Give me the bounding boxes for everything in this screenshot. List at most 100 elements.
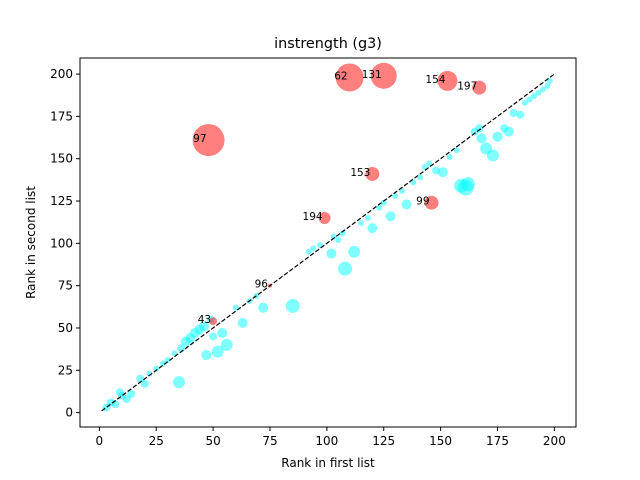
plot-area: 97 62 131 154 197 153 99 194 43 96	[101, 62, 555, 412]
point-annotation: 62	[334, 70, 347, 82]
highlighted-point	[437, 70, 458, 91]
data-point	[492, 131, 503, 142]
data-point	[335, 236, 342, 243]
point-annotation: 197	[457, 81, 477, 93]
data-point	[310, 245, 317, 252]
data-point	[421, 164, 428, 171]
x-tick-label: 200	[543, 434, 566, 448]
data-point	[220, 338, 233, 351]
data-point	[258, 302, 269, 313]
y-tick-label: 50	[58, 321, 73, 335]
data-point	[367, 223, 378, 234]
point-annotation: 96	[255, 279, 269, 291]
data-point	[339, 230, 346, 237]
x-axis-label: Rank in first list	[281, 456, 375, 470]
data-point	[540, 86, 547, 93]
data-point	[201, 350, 212, 361]
data-point	[160, 360, 167, 367]
data-point	[453, 147, 460, 154]
data-point	[326, 248, 337, 259]
data-point	[348, 245, 361, 258]
data-point	[401, 199, 412, 210]
data-point	[417, 174, 424, 181]
y-tick-label: 0	[65, 406, 73, 420]
point-annotation: 43	[198, 314, 211, 326]
x-tick-label: 125	[372, 434, 395, 448]
x-tick-label: 75	[262, 434, 277, 448]
x-tick-label: 150	[429, 434, 452, 448]
x-tick-label: 50	[205, 434, 220, 448]
data-point	[199, 321, 209, 332]
data-point	[486, 149, 499, 162]
data-point	[209, 332, 218, 341]
data-point	[237, 317, 248, 328]
data-point	[535, 89, 542, 96]
y-tick-label: 25	[58, 363, 73, 377]
data-point	[398, 187, 405, 194]
highlighted-point	[335, 63, 364, 92]
data-point	[546, 77, 553, 84]
y-tick-label: 150	[50, 152, 73, 166]
data-point	[410, 179, 417, 186]
data-point	[305, 248, 312, 255]
highlighted-point	[424, 195, 439, 210]
data-point	[338, 261, 353, 276]
point-annotation: 154	[425, 74, 445, 86]
data-point	[380, 199, 387, 206]
y-tick-label: 100	[50, 236, 73, 250]
data-point	[476, 133, 487, 144]
data-point	[232, 304, 239, 311]
y-tick-label: 75	[58, 279, 73, 293]
data-point	[475, 124, 484, 133]
highlighted-point	[318, 211, 331, 224]
data-point	[446, 154, 453, 161]
data-point	[285, 298, 300, 313]
point-annotation: 97	[193, 133, 206, 145]
data-point	[526, 96, 533, 103]
x-tick-label: 100	[315, 434, 338, 448]
data-point	[140, 379, 149, 388]
data-point	[164, 357, 171, 364]
point-annotation: 194	[303, 211, 323, 223]
data-point	[146, 370, 153, 377]
highlighted-point	[365, 166, 380, 181]
data-point	[530, 93, 537, 100]
y-tick-label: 175	[50, 109, 73, 123]
data-point	[364, 214, 371, 221]
point-annotation: 99	[416, 196, 429, 208]
data-point	[385, 211, 396, 222]
x-tick-label: 0	[96, 434, 104, 448]
point-annotation: 153	[350, 167, 370, 179]
data-point	[211, 345, 224, 358]
axes: 0 25 50 75 100 125 150 175 200 0 25 50 75 100 125 150 17…	[50, 67, 566, 448]
data-point	[544, 82, 551, 89]
data-point	[516, 110, 525, 119]
x-tick-label: 25	[149, 434, 164, 448]
data-point	[330, 233, 337, 240]
data-point	[503, 126, 514, 137]
axes-frame	[79, 57, 577, 428]
y-tick-label: 125	[50, 194, 73, 208]
data-point	[171, 350, 178, 357]
data-point	[426, 160, 433, 167]
data-point	[460, 177, 475, 192]
data-point	[153, 365, 160, 372]
data-point	[127, 389, 136, 398]
data-point	[392, 192, 399, 199]
data-point	[521, 99, 528, 106]
y-axis-label: Rank in second list	[24, 186, 38, 299]
highlighted-point	[209, 317, 218, 326]
reference-line	[101, 73, 555, 412]
y-tick-label: 200	[50, 67, 73, 81]
data-point	[509, 109, 518, 118]
chart-title: instrength (g3)	[274, 36, 382, 52]
highlighted-point	[472, 80, 487, 95]
data-point	[317, 242, 324, 249]
point-annotation: 131	[362, 69, 382, 81]
data-point	[172, 376, 185, 389]
data-point	[437, 167, 448, 178]
data-point	[217, 328, 228, 339]
data-point	[376, 204, 383, 211]
